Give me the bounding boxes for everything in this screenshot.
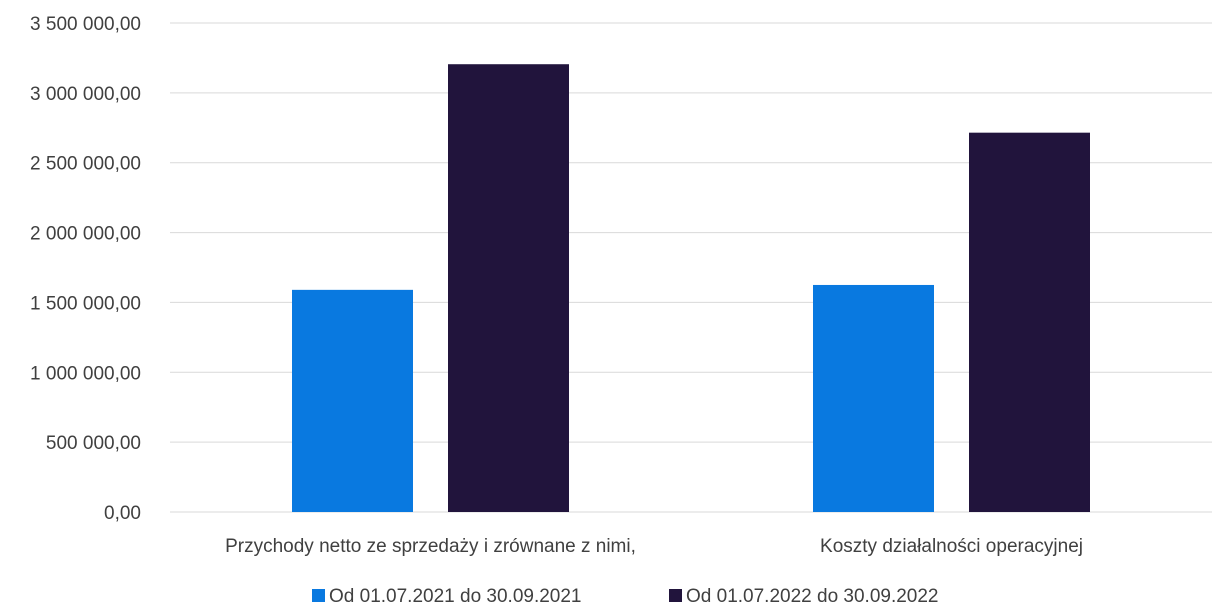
y-tick-label: 500 000,00 — [46, 433, 141, 454]
y-tick-label: 2 000 000,00 — [30, 224, 141, 245]
legend-swatch — [669, 589, 682, 602]
bars — [292, 64, 1090, 513]
legend: Od 01.07.2021 do 30.09.2021 Od 01.07.2022… — [312, 586, 939, 606]
legend-label: Od 01.07.2021 do 30.09.2021 — [329, 586, 582, 606]
bar-series-1-category-1 — [292, 289, 413, 512]
bar-series-2-category-2 — [969, 132, 1090, 512]
y-tick-label: 3 500 000,00 — [30, 14, 141, 35]
x-category-label: Koszty działalności operacyjnej — [820, 536, 1083, 557]
y-tick-label: 1 000 000,00 — [30, 363, 141, 384]
x-category-label: Przychody netto ze sprzedaży i zrównane … — [225, 536, 636, 557]
y-tick-label: 1 500 000,00 — [30, 293, 141, 314]
y-tick-label: 0,00 — [104, 503, 141, 524]
y-axis-tick-labels: 0,00 500 000,00 1 000 000,00 1 500 000,00 2 … — [30, 14, 141, 524]
y-tick-label: 3 000 000,00 — [30, 84, 141, 105]
bar-series-2-category-1 — [448, 64, 569, 513]
x-axis-category-labels: Przychody netto ze sprzedaży i zrównane … — [225, 536, 1083, 557]
legend-label: Od 01.07.2022 do 30.09.2022 — [686, 586, 939, 606]
bar-series-1-category-2 — [813, 284, 934, 512]
legend-swatch — [312, 589, 325, 602]
legend-item: Od 01.07.2021 do 30.09.2021 — [312, 586, 582, 606]
legend-item: Od 01.07.2022 do 30.09.2022 — [669, 586, 939, 606]
y-tick-label: 2 500 000,00 — [30, 154, 141, 175]
